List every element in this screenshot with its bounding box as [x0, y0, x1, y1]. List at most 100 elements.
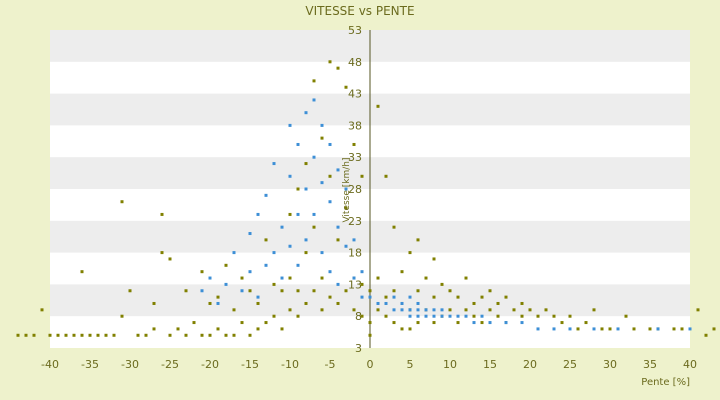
data-point — [400, 301, 404, 305]
data-point — [200, 333, 204, 337]
data-point — [336, 301, 340, 305]
data-point — [200, 270, 204, 274]
data-point — [296, 187, 300, 191]
y-tick-label: 23 — [348, 215, 362, 228]
data-point — [288, 276, 292, 280]
data-point — [424, 276, 428, 280]
data-point — [336, 238, 340, 242]
data-point — [448, 314, 452, 318]
data-point — [32, 333, 36, 337]
y-tick-label: 8 — [355, 310, 362, 323]
x-tick-label: 40 — [683, 358, 697, 371]
data-point — [64, 333, 68, 337]
data-point — [656, 327, 660, 331]
x-tick-label: -30 — [121, 358, 139, 371]
data-point — [536, 327, 540, 331]
data-point — [336, 168, 340, 172]
data-point — [344, 85, 348, 89]
data-point — [312, 79, 316, 83]
data-point — [120, 200, 124, 204]
data-point — [264, 193, 268, 197]
data-point — [304, 187, 308, 191]
data-point — [160, 251, 164, 255]
data-point — [520, 321, 524, 325]
data-point — [352, 142, 356, 146]
data-point — [328, 200, 332, 204]
data-point — [416, 238, 420, 242]
data-point — [336, 66, 340, 70]
data-point — [256, 327, 260, 331]
data-point — [264, 238, 268, 242]
data-point — [264, 263, 268, 267]
data-point — [416, 301, 420, 305]
x-axis-label: Pente [%] — [641, 377, 690, 388]
data-point — [408, 308, 412, 312]
data-point — [352, 308, 356, 312]
y-tick-label: 48 — [348, 56, 362, 69]
data-point — [368, 333, 372, 337]
data-point — [184, 289, 188, 293]
data-point — [256, 295, 260, 299]
data-point — [648, 327, 652, 331]
data-point — [168, 333, 172, 337]
data-point — [392, 289, 396, 293]
data-point — [496, 301, 500, 305]
data-point — [432, 321, 436, 325]
data-point — [288, 244, 292, 248]
data-point — [392, 321, 396, 325]
data-point — [344, 244, 348, 248]
x-tick-label: 20 — [523, 358, 537, 371]
data-point — [296, 142, 300, 146]
data-point — [312, 289, 316, 293]
data-point — [432, 314, 436, 318]
data-point — [464, 276, 468, 280]
data-point — [192, 321, 196, 325]
data-point — [216, 295, 220, 299]
data-point — [344, 289, 348, 293]
data-point — [80, 333, 84, 337]
data-point — [216, 301, 220, 305]
data-point — [440, 314, 444, 318]
data-point — [120, 314, 124, 318]
data-point — [328, 295, 332, 299]
data-point — [432, 308, 436, 312]
data-point — [480, 295, 484, 299]
data-point — [592, 327, 596, 331]
data-point — [304, 251, 308, 255]
data-point — [320, 181, 324, 185]
data-point — [360, 174, 364, 178]
x-tick-labels: -40 -35 -30 -25 -20 -15 -10 -5 0 5 10 15 20 25 30 35 40 — [41, 358, 697, 371]
data-point — [304, 301, 308, 305]
data-point — [576, 327, 580, 331]
data-point — [256, 212, 260, 216]
data-point — [368, 321, 372, 325]
data-point — [304, 238, 308, 242]
x-tick-label: -15 — [241, 358, 259, 371]
data-point — [488, 289, 492, 293]
data-point — [280, 276, 284, 280]
data-point — [48, 333, 52, 337]
data-point — [376, 104, 380, 108]
data-point — [496, 314, 500, 318]
data-point — [288, 174, 292, 178]
data-point — [112, 333, 116, 337]
data-point — [184, 333, 188, 337]
data-point — [160, 212, 164, 216]
data-point — [320, 308, 324, 312]
data-point — [544, 308, 548, 312]
data-point — [520, 301, 524, 305]
data-point — [208, 301, 212, 305]
data-point — [448, 289, 452, 293]
data-point — [336, 225, 340, 229]
data-point — [464, 314, 468, 318]
data-point — [392, 295, 396, 299]
data-point — [408, 295, 412, 299]
data-point — [704, 333, 708, 337]
data-point — [568, 327, 572, 331]
data-point — [88, 333, 92, 337]
data-point — [584, 321, 588, 325]
x-tick-label: -35 — [81, 358, 99, 371]
data-point — [304, 111, 308, 115]
data-point — [408, 251, 412, 255]
data-point — [312, 155, 316, 159]
